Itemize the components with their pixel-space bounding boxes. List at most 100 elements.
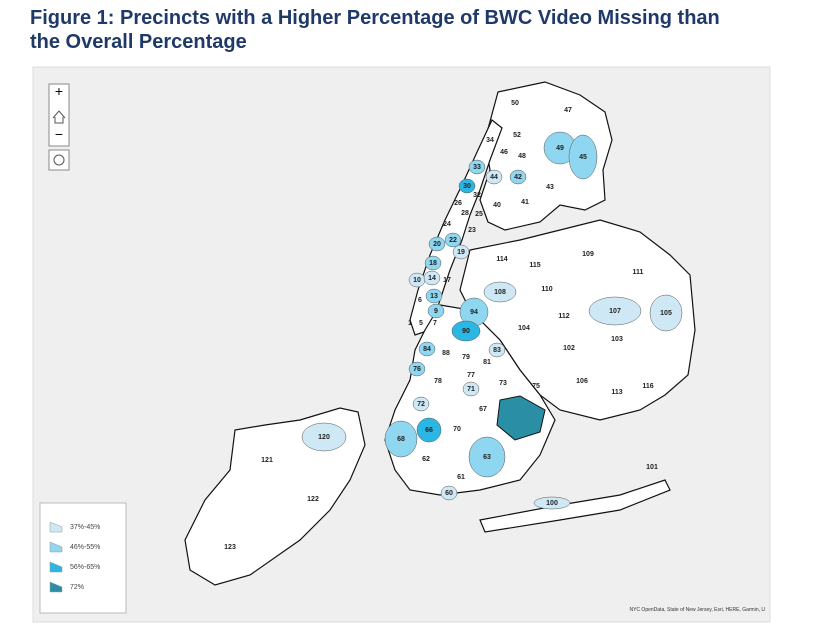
precinct-label: 46 [500, 149, 508, 156]
precinct-label: 67 [479, 406, 487, 413]
precinct-label: 23 [468, 227, 476, 234]
precinct-label: 61 [457, 474, 465, 481]
precinct-label: 30 [463, 183, 471, 190]
precinct-label: 68 [397, 436, 405, 443]
legend-swatch [49, 521, 63, 533]
shaded-precinct [423, 270, 441, 286]
shaded-precinct [509, 169, 527, 185]
precinct-label: 48 [518, 153, 526, 160]
shaded-precinct [427, 303, 445, 319]
figure-title: Figure 1: Precincts with a Higher Percen… [30, 7, 720, 53]
precinct-label: 108 [494, 289, 506, 296]
precinct-label: 20 [433, 241, 441, 248]
precinct-label: 25 [475, 211, 483, 218]
shaded-precinct [462, 381, 480, 397]
precinct-label: 22 [449, 237, 457, 244]
precinct-label: 47 [564, 107, 572, 114]
precinct-label: 44 [490, 174, 498, 181]
rockaway [479, 479, 671, 533]
legend-label: 56%-65% [70, 564, 100, 571]
precinct-label: 105 [660, 310, 672, 317]
precinct-label: 84 [423, 346, 431, 353]
legend-swatch [49, 581, 63, 593]
precinct-label: 94 [470, 309, 478, 316]
precinct-label: 101 [646, 464, 658, 471]
precinct-label: 75 [532, 383, 540, 390]
shaded-precinct [649, 294, 683, 332]
precinct-label: 50 [511, 100, 519, 107]
shaded-precinct [452, 244, 470, 260]
precinct-label: 24 [443, 221, 451, 228]
shaded-precinct [425, 288, 443, 304]
precinct-label: 111 [633, 269, 644, 276]
shaded-precinct [451, 320, 481, 342]
precinct-label: 28 [461, 210, 469, 217]
precinct-label: 13 [430, 293, 438, 300]
precinct-69 [496, 395, 546, 441]
precinct-label: 34 [486, 137, 494, 144]
zoom-in[interactable]: + [55, 83, 63, 99]
precinct-label: 88 [442, 350, 450, 357]
precinct-label: 52 [513, 132, 521, 139]
precinct-label: 90 [462, 328, 470, 335]
shaded-precinct [483, 281, 517, 303]
precinct-label: 41 [521, 199, 529, 206]
locate-box [48, 149, 70, 171]
precinct-label: 110 [541, 286, 552, 293]
precinct-label: 43 [546, 184, 554, 191]
shaded-precinct [458, 178, 476, 194]
precinct-label: 18 [429, 260, 437, 267]
attribution: NYC OpenData, State of New Jersey, Esri,… [629, 607, 765, 613]
zoom-out[interactable]: − [55, 126, 63, 142]
shaded-precinct [301, 422, 347, 452]
precinct-label: 120 [318, 434, 330, 441]
precinct-label: 62 [422, 456, 430, 463]
precinct-label: 83 [493, 347, 501, 354]
legend-label: 72% [70, 584, 84, 591]
shaded-precinct [568, 134, 598, 180]
precinct-label: 9 [434, 308, 438, 315]
precinct-label: 104 [518, 325, 530, 332]
precinct-label: 10 [413, 277, 421, 284]
precinct-label: 81 [483, 359, 491, 366]
legend-label: 37%-45% [70, 524, 100, 531]
precinct-label: 121 [261, 457, 273, 464]
shaded-precinct [408, 361, 426, 377]
shaded-precinct [440, 485, 458, 501]
shaded-precinct [424, 255, 442, 271]
legend-swatch [49, 541, 63, 553]
legend-label: 46%-55% [70, 544, 100, 551]
precinct-label: 14 [428, 275, 436, 282]
shaded-precinct [428, 236, 446, 252]
precinct-label: 122 [307, 496, 319, 503]
precinct-label: 103 [611, 336, 623, 343]
shaded-precinct [418, 341, 436, 357]
legend-swatch [49, 561, 63, 573]
precinct-label: 40 [493, 202, 501, 209]
shaded-precinct [485, 169, 503, 185]
home-button[interactable] [52, 110, 66, 124]
precinct-label: 78 [434, 378, 442, 385]
locate-button[interactable] [53, 154, 65, 166]
precinct-label: 77 [467, 372, 475, 379]
precinct-label: 76 [413, 366, 421, 373]
precinct-label: 1 [408, 320, 412, 327]
precinct-label: 116 [642, 383, 653, 390]
precinct-label: 71 [467, 386, 475, 393]
precinct-label: 114 [496, 256, 507, 263]
precinct-label: 49 [556, 145, 564, 152]
precinct-label: 66 [425, 427, 433, 434]
precinct-label: 7 [433, 320, 437, 327]
shaded-precinct [588, 296, 642, 326]
precinct-label: 6 [418, 297, 422, 304]
precinct-label: 26 [454, 200, 462, 207]
precinct-label: 106 [576, 378, 588, 385]
precinct-label: 72 [417, 401, 425, 408]
precinct-label: 73 [499, 380, 507, 387]
precinct-label: 107 [609, 308, 621, 315]
staten-island [184, 407, 366, 586]
shaded-precinct [488, 342, 506, 358]
zoom-controls: + − [48, 83, 70, 171]
